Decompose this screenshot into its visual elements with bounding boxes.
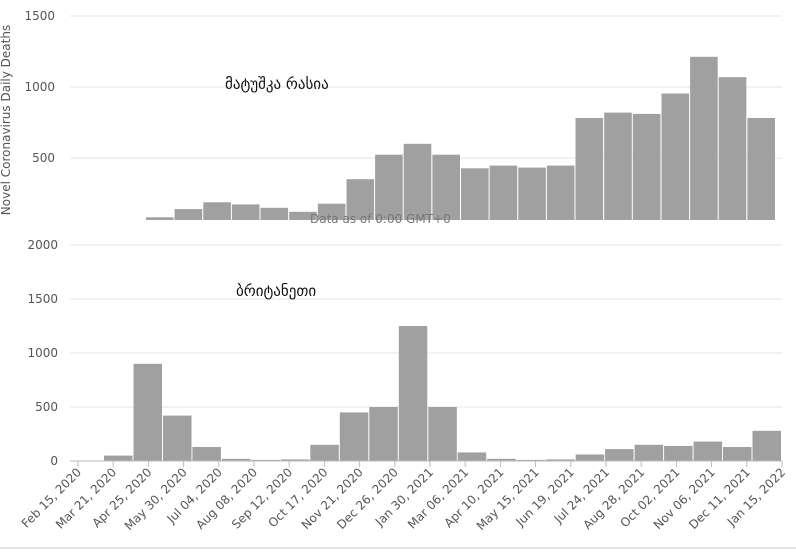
- bottom-bar: [192, 447, 221, 461]
- bottom-bar: [634, 444, 664, 461]
- top-bar: [375, 154, 403, 220]
- top-bar: [174, 209, 203, 220]
- bottom-y-tick-label: 1500: [27, 292, 58, 306]
- bottom-bar: [163, 415, 192, 461]
- top-panel-title: მატუშკა რასია: [225, 75, 329, 93]
- top-bar: [260, 207, 289, 220]
- top-bar: [575, 118, 604, 220]
- bottom-bar: [487, 458, 516, 461]
- top-bar: [432, 154, 460, 220]
- top-bar: [231, 204, 260, 220]
- top-bar: [317, 203, 346, 220]
- bottom-bar: [546, 459, 575, 461]
- bottom-y-tick-label: 1000: [27, 346, 58, 360]
- bottom-bar: [310, 444, 339, 461]
- bottom-bars: [104, 326, 781, 461]
- x-tick-label: Nov 06, 2021: [651, 465, 718, 532]
- x-tick-label: May 15, 2021: [474, 465, 542, 533]
- bottom-bar: [516, 459, 546, 461]
- bottom-bar: [664, 445, 693, 461]
- bottom-bar: [428, 407, 457, 461]
- bottom-bar: [369, 407, 398, 461]
- bottom-y-tick-label: 2000: [27, 238, 58, 252]
- bottom-bar: [251, 459, 280, 461]
- top-y-tick-label: 1500: [24, 9, 55, 23]
- bottom-bar: [398, 326, 428, 461]
- x-tick-label: Aug 08, 2020: [193, 465, 260, 532]
- bottom-bar: [723, 447, 752, 461]
- top-y-tick-label: 1000: [24, 80, 55, 94]
- top-bar: [289, 211, 317, 220]
- top-bar: [146, 217, 174, 220]
- top-y-axis-title: Novel Coronavirus Daily Deaths: [0, 25, 13, 215]
- bottom-bar: [280, 459, 310, 461]
- x-tick-label: Dec 26, 2020: [334, 465, 401, 532]
- top-bar: [632, 113, 661, 220]
- top-bar: [346, 179, 375, 220]
- bottom-bar: [339, 412, 369, 461]
- x-tick-label: Dec 11, 2021: [686, 465, 753, 532]
- top-bar: [718, 77, 747, 220]
- top-bar: [747, 118, 775, 220]
- top-bar: [661, 93, 690, 220]
- top-bar: [461, 168, 489, 220]
- x-tick-label: Aug 28, 2021: [580, 465, 647, 532]
- bottom-bar: [133, 363, 162, 461]
- top-bar: [518, 167, 546, 220]
- x-tick-label: Feb 15, 2020: [19, 465, 84, 530]
- bottom-y-tick-label: 0: [50, 454, 58, 468]
- top-bars: [146, 56, 775, 220]
- clipped-data-note: Data as of 0:00 GMT+0: [310, 212, 451, 226]
- bottom-bar: [457, 452, 487, 461]
- top-bar: [203, 202, 231, 220]
- bottom-bar: [221, 458, 251, 461]
- bottom-y-tick-label: 500: [35, 400, 58, 414]
- bottom-bar: [752, 430, 781, 461]
- top-bar: [546, 165, 575, 220]
- bottom-bar: [575, 454, 605, 461]
- bottom-bar: [104, 455, 133, 461]
- bottom-bar: [693, 441, 723, 461]
- bottom-panel-title: ბრიტანეთი: [236, 282, 316, 300]
- x-tick-label: Nov 21, 2020: [299, 465, 366, 532]
- top-bar: [489, 165, 518, 220]
- top-y-tick-label: 500: [32, 151, 55, 165]
- top-bar: [604, 112, 632, 220]
- top-bar: [403, 143, 432, 220]
- x-tick-label: May 30, 2020: [122, 465, 190, 533]
- bottom-bar: [605, 449, 634, 461]
- top-bar: [690, 56, 718, 220]
